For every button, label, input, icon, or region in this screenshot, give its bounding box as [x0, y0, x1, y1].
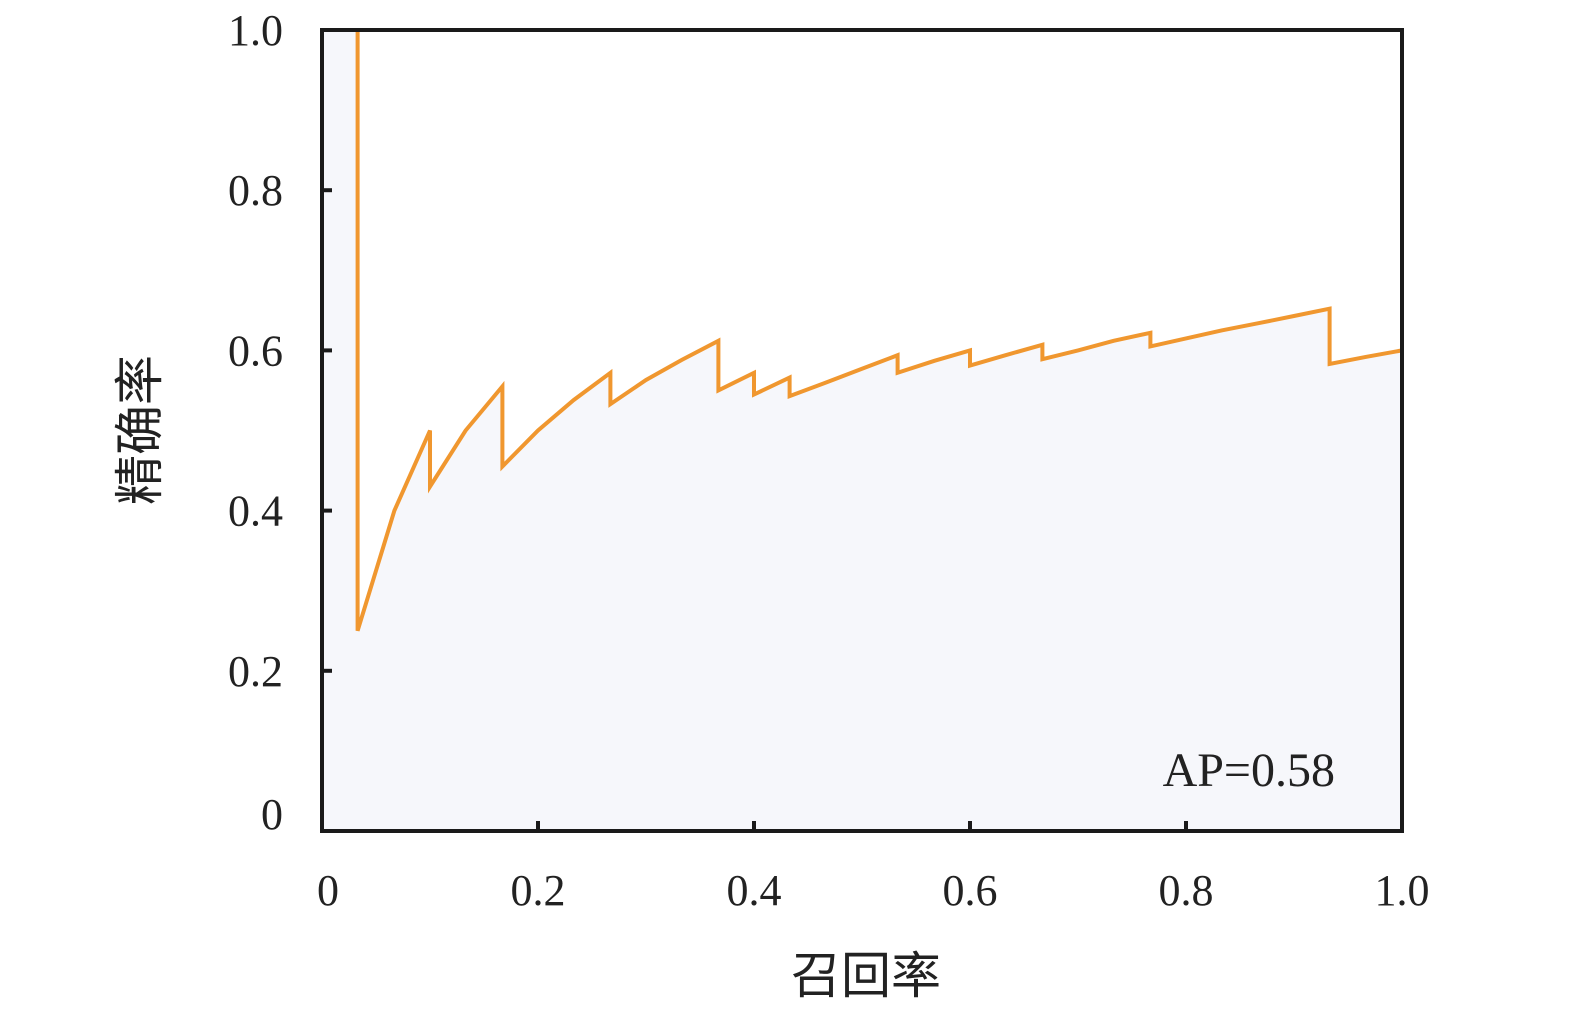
- x-tick-label: 0.2: [511, 866, 566, 915]
- pr-curve-line: [355, 30, 1403, 632]
- x-axis-title: 召回率: [791, 948, 941, 1004]
- y-tick-label: 1.0: [228, 6, 283, 55]
- x-tick-label: 0.8: [1159, 866, 1214, 915]
- y-tick-label: 0: [261, 790, 283, 839]
- y-tick-label: 0.2: [228, 647, 283, 696]
- y-tick-label: 0.6: [228, 326, 283, 375]
- pr-area-fill: [322, 30, 1402, 831]
- y-axis-ticks: 0 0.2 0.4 0.6 0.8 1.0: [228, 6, 332, 839]
- ap-annotation: AP=0.58: [1163, 744, 1335, 797]
- y-tick-label: 0.4: [228, 487, 283, 536]
- x-tick-label: 0.4: [727, 866, 782, 915]
- x-axis-ticks: 0 0.2 0.4 0.6 0.8 1.0: [317, 821, 1430, 915]
- x-tick-label: 0.6: [943, 866, 998, 915]
- y-axis-title: 精确率: [112, 355, 168, 505]
- x-tick-label: 0: [317, 866, 339, 915]
- x-tick-label: 1.0: [1375, 866, 1430, 915]
- plot-frame: [320, 28, 1404, 833]
- y-tick-label: 0.8: [228, 166, 283, 215]
